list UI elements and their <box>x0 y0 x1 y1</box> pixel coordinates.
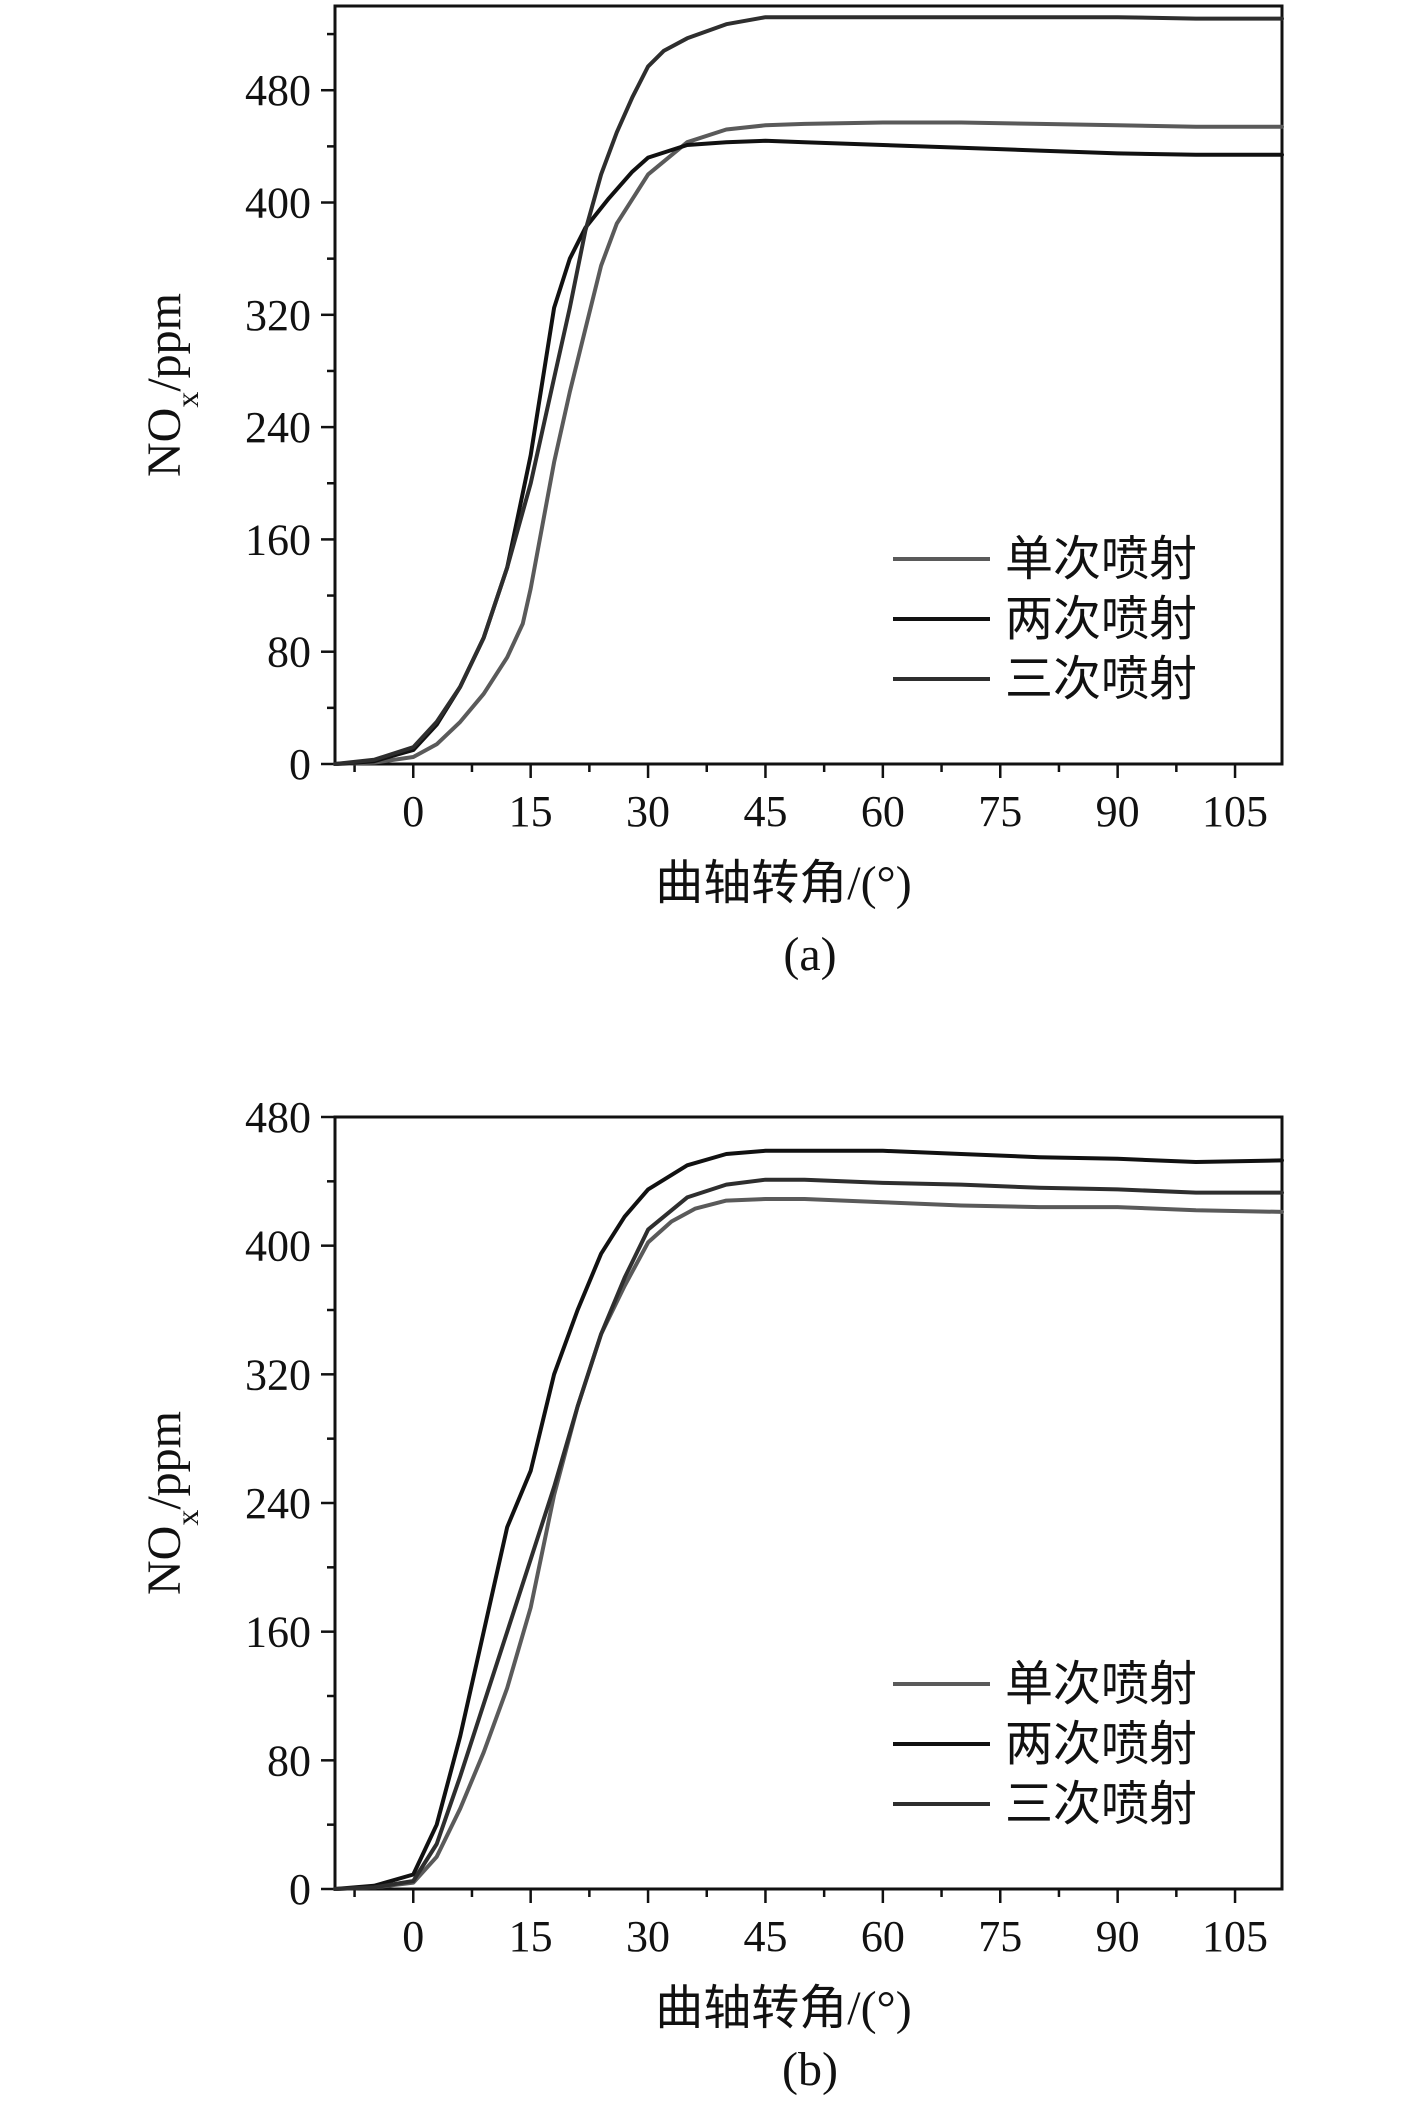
x-tick-label: 45 <box>743 1912 787 1961</box>
x-tick-label: 60 <box>861 787 905 836</box>
series-line-3 <box>333 15 1284 766</box>
y-tick-label: 160 <box>245 515 311 564</box>
x-tick-label: 75 <box>978 787 1022 836</box>
y-axis-label: NOx/ppm <box>138 293 205 477</box>
y-tick-label: 0 <box>289 740 311 789</box>
y-tick-label: 400 <box>245 1222 311 1271</box>
legend-label: 三次喷射 <box>1005 1778 1197 1831</box>
x-tick-label: 75 <box>978 1912 1022 1961</box>
x-tick-label: 15 <box>509 787 553 836</box>
chart-panel-a: 0 15 30 45 60 75 90 105 0 80 160 240 320 400 480 单次喷射两次… <box>138 4 1284 981</box>
x-tick-label: 0 <box>402 1912 424 1961</box>
legend-label: 单次喷射 <box>1005 533 1197 586</box>
y-tick-label: 160 <box>245 1608 311 1657</box>
x-tick-label: 90 <box>1096 1912 1140 1961</box>
x-tick-label: 30 <box>626 787 670 836</box>
x-tick-label: 0 <box>402 787 424 836</box>
legend-label: 单次喷射 <box>1005 1658 1197 1711</box>
y-tick-label: 80 <box>267 628 311 677</box>
x-tick-label: 15 <box>509 1912 553 1961</box>
legend-label: 两次喷射 <box>1005 1718 1197 1771</box>
x-tick-label: 90 <box>1096 787 1140 836</box>
y-tick-label: 240 <box>245 1479 311 1528</box>
plot-frame <box>333 4 1284 766</box>
x-tick-label: 105 <box>1202 787 1268 836</box>
panel-label: (a) <box>783 928 836 981</box>
x-tick-label: 60 <box>861 1912 905 1961</box>
series-line-1 <box>333 120 1284 766</box>
y-tick-label: 480 <box>245 1093 311 1142</box>
y-tick-label: 240 <box>245 403 311 452</box>
y-tick-label: 80 <box>267 1736 311 1785</box>
y-tick-label: 480 <box>245 66 311 115</box>
x-tick-label: 105 <box>1202 1912 1268 1961</box>
x-tick-label: 45 <box>743 787 787 836</box>
x-axis-label: 曲轴转角/(°) <box>655 1982 912 2035</box>
legend-label: 三次喷射 <box>1005 653 1197 706</box>
x-axis-label: 曲轴转角/(°) <box>655 857 912 910</box>
legend-label: 两次喷射 <box>1005 593 1197 646</box>
y-axis-label: NOx/ppm <box>138 1411 205 1595</box>
x-tick-label: 30 <box>626 1912 670 1961</box>
series-line-3 <box>333 1177 1284 1891</box>
y-tick-label: 400 <box>245 179 311 228</box>
chart-panel-b: 0 15 30 45 60 75 90 105 0 80 160 240 320 400 480 单次喷射两次… <box>138 1093 1284 2096</box>
series-line-1 <box>333 1197 1284 1891</box>
y-tick-label: 0 <box>289 1865 311 1914</box>
y-tick-label: 320 <box>245 1350 311 1399</box>
series-line-2 <box>333 1148 1284 1891</box>
panel-label: (b) <box>782 2043 838 2096</box>
y-tick-label: 320 <box>245 291 311 340</box>
